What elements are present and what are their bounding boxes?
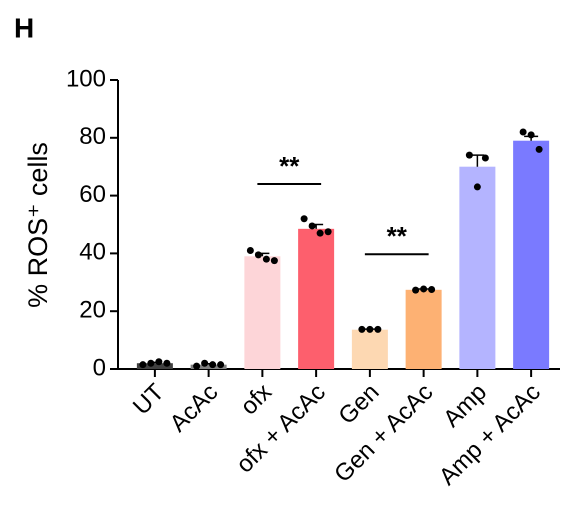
panel-label: H xyxy=(14,12,34,43)
data-point xyxy=(465,151,473,159)
x-tick-label: ofx xyxy=(235,379,277,421)
data-point xyxy=(262,255,270,263)
data-point xyxy=(420,285,428,293)
significance-label: ** xyxy=(387,221,408,251)
data-point xyxy=(308,222,316,230)
x-tick-label: Amp + AcAc xyxy=(434,379,546,491)
data-point xyxy=(155,358,163,366)
data-point xyxy=(535,145,543,153)
y-tick-label: 20 xyxy=(79,297,106,324)
x-tick-label: Gen + AcAc xyxy=(329,379,438,488)
x-tick-label: AcAc xyxy=(165,379,224,438)
y-tick-label: 100 xyxy=(66,65,106,92)
data-point xyxy=(366,325,374,333)
data-point xyxy=(481,154,489,162)
data-point xyxy=(209,361,217,369)
data-point xyxy=(358,325,366,333)
data-point xyxy=(527,131,535,139)
data-point xyxy=(519,128,527,136)
bar xyxy=(513,140,550,369)
bar xyxy=(405,289,442,369)
data-point xyxy=(374,325,382,333)
data-point xyxy=(316,229,324,237)
x-tick-label: UT xyxy=(128,378,170,420)
data-point xyxy=(193,362,201,370)
data-point xyxy=(163,359,171,367)
data-point xyxy=(217,361,225,369)
y-tick-label: 40 xyxy=(79,239,106,266)
bar xyxy=(190,364,227,369)
data-point xyxy=(201,359,209,367)
data-point xyxy=(412,286,420,294)
y-axis-title: % ROS⁺ cells xyxy=(23,142,53,308)
data-point xyxy=(254,251,262,259)
bar xyxy=(136,363,173,369)
y-tick-label: 60 xyxy=(79,181,106,208)
data-point xyxy=(324,228,332,236)
data-point xyxy=(139,361,147,369)
bar xyxy=(351,329,388,369)
significance-label: ** xyxy=(279,151,300,181)
data-point xyxy=(428,286,436,294)
bar xyxy=(298,228,335,369)
data-point xyxy=(246,247,254,255)
y-tick-label: 80 xyxy=(79,123,106,150)
bar xyxy=(244,256,281,369)
data-point xyxy=(300,215,308,223)
bar xyxy=(459,166,496,369)
data-point xyxy=(270,257,278,265)
data-point xyxy=(147,359,155,367)
y-tick-label: 0 xyxy=(93,354,106,381)
data-point xyxy=(473,183,481,191)
